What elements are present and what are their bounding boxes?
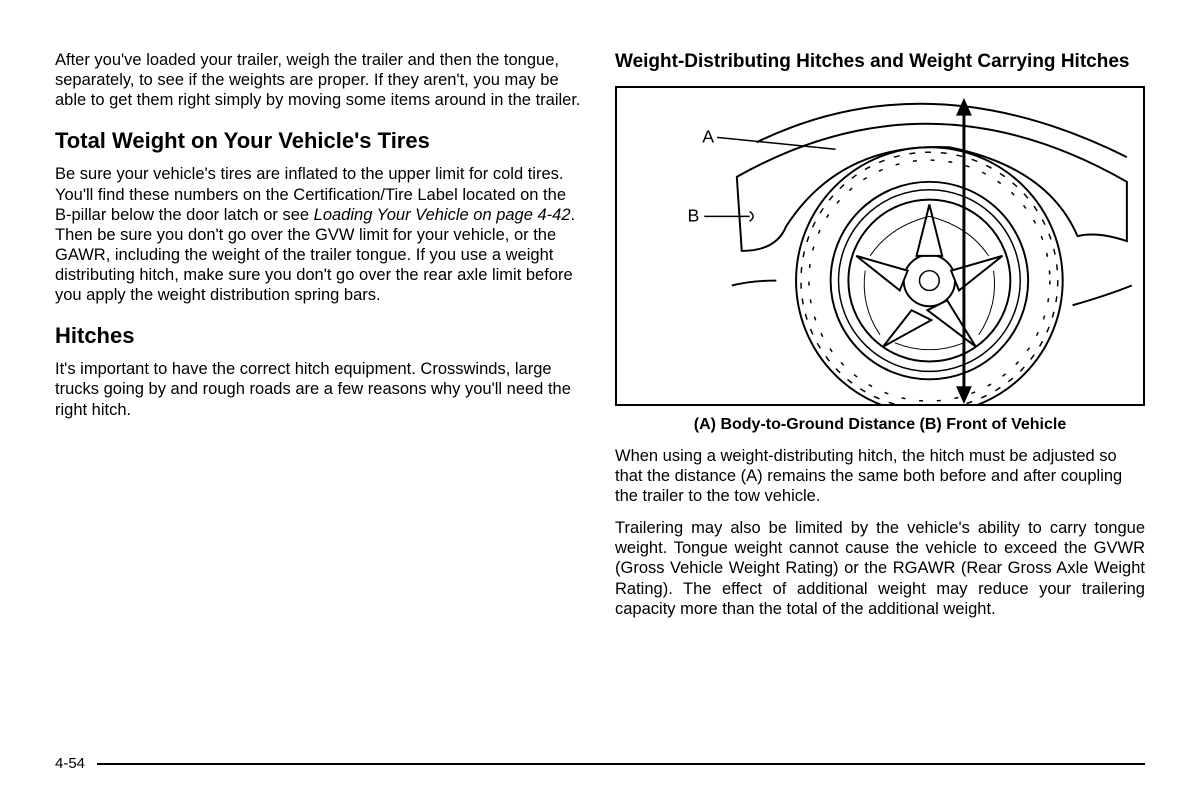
wheel-diagram-figure: A B [615, 86, 1145, 406]
footer-rule [97, 763, 1145, 765]
heading-weight-distributing: Weight-Distributing Hitches and Weight C… [615, 50, 1145, 74]
right-column: Weight-Distributing Hitches and Weight C… [615, 50, 1145, 730]
figure-caption: (A) Body-to-Ground Distance (B) Front of… [615, 416, 1145, 434]
intro-paragraph: After you've loaded your trailer, weigh … [55, 50, 585, 110]
two-column-layout: After you've loaded your trailer, weigh … [55, 50, 1145, 730]
hitches-paragraph: It's important to have the correct hitch… [55, 359, 585, 419]
trailering-limit-paragraph: Trailering may also be limited by the ve… [615, 518, 1145, 619]
heading-total-weight: Total Weight on Your Vehicle's Tires [55, 128, 585, 154]
wheel-diagram-svg: A B [617, 88, 1143, 404]
page-number: 4-54 [55, 755, 85, 772]
hitch-adjust-paragraph: When using a weight-distributing hitch, … [615, 446, 1145, 506]
page-footer: 4-54 [55, 755, 1145, 772]
left-column: After you've loaded your trailer, weigh … [55, 50, 585, 730]
tire-weight-paragraph: Be sure your vehicle's tires are inflate… [55, 164, 585, 305]
cross-reference-link: Loading Your Vehicle on page 4-42 [314, 206, 571, 224]
diagram-label-b: B [687, 205, 699, 225]
diagram-label-a: A [702, 126, 714, 146]
heading-hitches: Hitches [55, 323, 585, 349]
